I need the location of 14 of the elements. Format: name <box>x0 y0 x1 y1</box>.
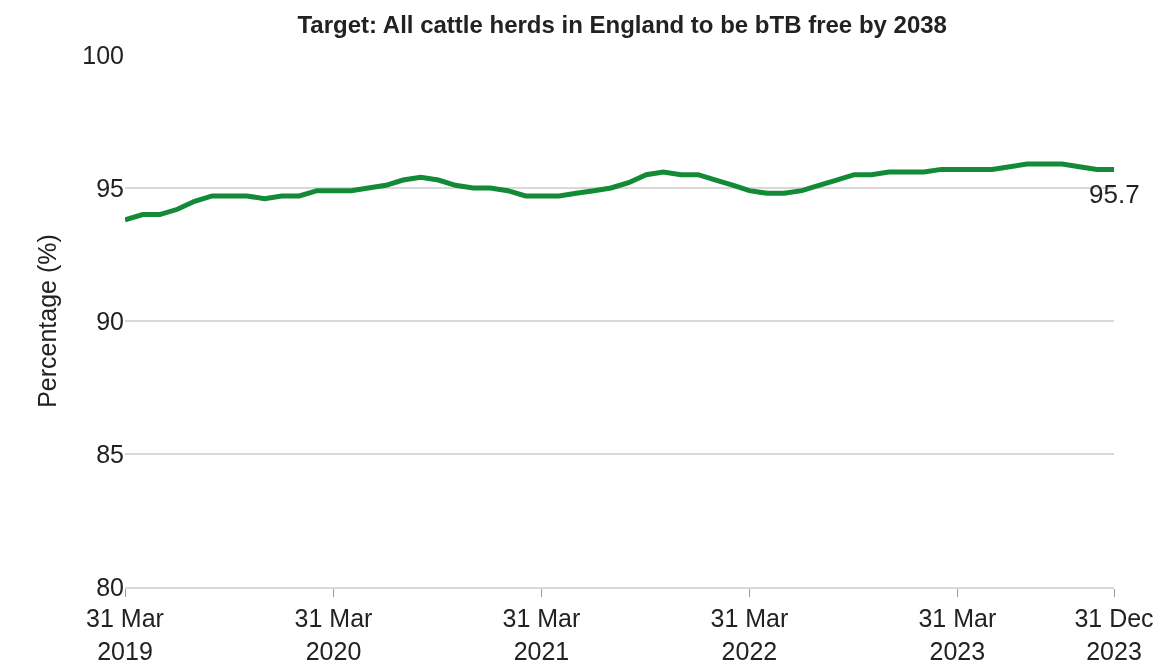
x-tick-label: 31 Mar 2020 <box>294 604 373 665</box>
y-tick-label: 85 <box>96 439 124 468</box>
y-tick-label: 90 <box>96 306 124 335</box>
x-tick-label: 31 Mar 2022 <box>710 604 789 665</box>
y-tick-label: 80 <box>96 572 124 601</box>
y-axis-title: Percentage (%) <box>33 234 62 408</box>
chart-title: Target: All cattle herds in England to be bTB free by 2038 <box>297 11 947 39</box>
y-tick-label: 100 <box>82 40 124 69</box>
y-tick-label: 95 <box>96 173 124 202</box>
x-tick-label: 31 Mar 2021 <box>502 604 581 665</box>
x-tick-label: 31 Mar 2019 <box>86 604 164 665</box>
x-tick-label: 31 Mar 2023 <box>918 604 997 665</box>
data-label: 95.7 <box>1089 179 1140 209</box>
x-tick-label: 31 Dec 2023 <box>1074 604 1154 665</box>
